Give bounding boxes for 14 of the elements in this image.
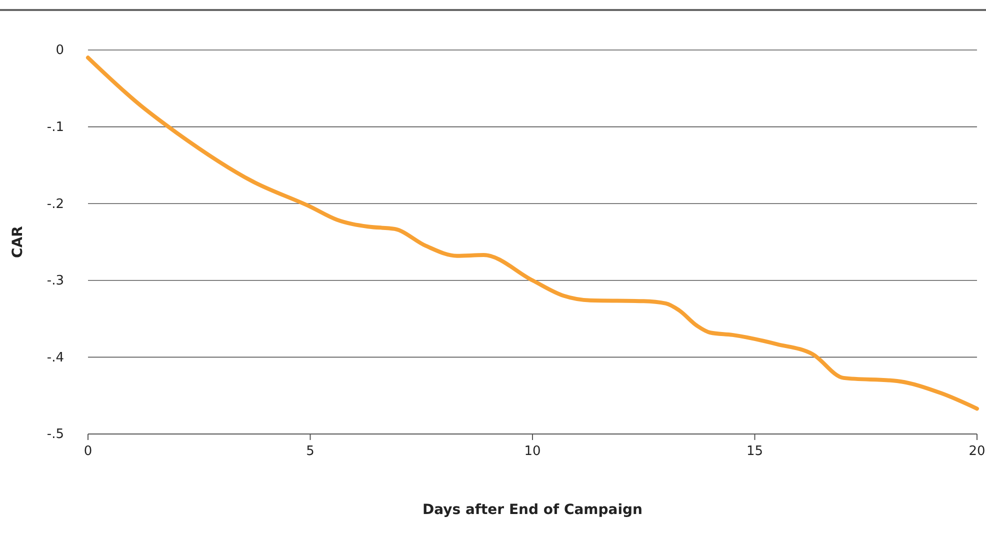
y-tick-label: -.5 bbox=[46, 427, 64, 442]
y-tick-label: -.2 bbox=[46, 196, 64, 212]
y-tick-label: -.1 bbox=[46, 120, 64, 135]
x-tick-label: 0 bbox=[84, 444, 92, 460]
x-tick-label: 20 bbox=[968, 444, 986, 460]
line-series bbox=[86, 56, 979, 411]
y-tick-label: 0 bbox=[56, 43, 64, 58]
x-tick-label: 15 bbox=[746, 444, 764, 460]
y-tick-label: -.4 bbox=[46, 350, 64, 366]
x-tick-label: 5 bbox=[306, 444, 314, 460]
y-tick-label: -.3 bbox=[46, 274, 64, 289]
x-axis-title: Days after End of Campaign bbox=[422, 502, 643, 518]
y-axis-title: CAR bbox=[10, 226, 26, 258]
x-tick-label: 10 bbox=[524, 444, 541, 460]
